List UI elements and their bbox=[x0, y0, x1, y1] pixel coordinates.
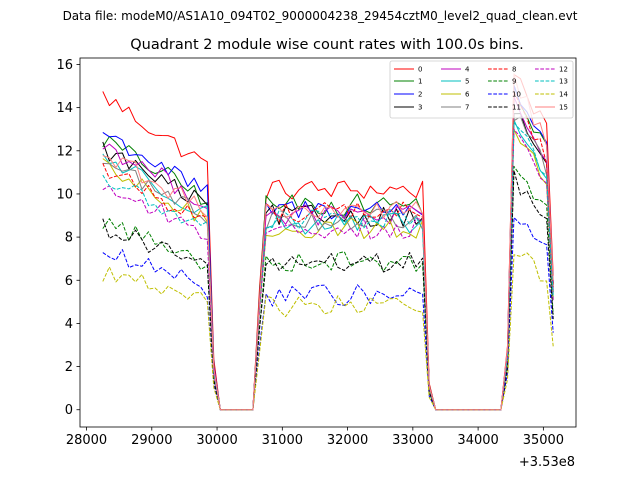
y-axis: 0 2 4 6 8 10 12 14 16 bbox=[56, 58, 80, 418]
x-tick-label: 34000 bbox=[457, 433, 498, 448]
y-tick-label: 2 bbox=[65, 360, 73, 375]
y-tick-label: 4 bbox=[65, 317, 73, 332]
legend-label-14: 14 bbox=[559, 91, 568, 99]
legend-label-4: 4 bbox=[465, 66, 470, 74]
x-tick-label: 31000 bbox=[262, 433, 303, 448]
legend-label-10: 10 bbox=[512, 91, 521, 99]
y-tick-label: 8 bbox=[65, 231, 73, 246]
x-tick-label: 33000 bbox=[392, 433, 433, 448]
y-tick-label: 0 bbox=[65, 403, 73, 418]
series-line-15 bbox=[102, 73, 554, 411]
legend-label-5: 5 bbox=[465, 78, 469, 86]
legend-label-9: 9 bbox=[512, 78, 516, 86]
y-tick-label: 16 bbox=[56, 58, 73, 73]
y-tick-label: 6 bbox=[65, 274, 73, 289]
x-axis: 28000 29000 30000 31000 32000 33000 34000 35000 bbox=[66, 427, 564, 448]
series-line-12 bbox=[102, 128, 554, 411]
legend-label-2: 2 bbox=[418, 91, 422, 99]
legend-frame bbox=[389, 60, 574, 119]
chart-suptitle: Data file: modeM0/AS1A10_094T02_90000042… bbox=[63, 9, 578, 23]
y-tick-label: 14 bbox=[56, 101, 73, 116]
legend-label-8: 8 bbox=[512, 66, 516, 74]
x-tick-label: 28000 bbox=[66, 433, 107, 448]
legend-label-0: 0 bbox=[418, 66, 422, 74]
legend-label-11: 11 bbox=[512, 104, 521, 112]
x-tick-label: 30000 bbox=[196, 433, 237, 448]
legend-label-15: 15 bbox=[559, 104, 568, 112]
chart-title: Quadrant 2 module wise count rates with … bbox=[130, 37, 524, 53]
series-line-14 bbox=[102, 252, 554, 411]
x-tick-label: 32000 bbox=[327, 433, 368, 448]
series-layer bbox=[102, 73, 554, 411]
legend-label-12: 12 bbox=[559, 66, 568, 74]
x-offset-label: +3.53e8 bbox=[519, 455, 575, 470]
series-line-9 bbox=[102, 165, 554, 411]
legend-label-3: 3 bbox=[418, 104, 422, 112]
y-tick-label: 10 bbox=[56, 187, 73, 202]
legend-label-7: 7 bbox=[465, 104, 469, 112]
plot-frame bbox=[79, 57, 577, 428]
legend-label-13: 13 bbox=[559, 78, 568, 86]
legend-label-1: 1 bbox=[418, 78, 422, 86]
x-tick-label: 35000 bbox=[523, 433, 564, 448]
x-tick-label: 29000 bbox=[131, 433, 172, 448]
legend-label-6: 6 bbox=[465, 91, 470, 99]
y-tick-label: 12 bbox=[56, 144, 73, 159]
